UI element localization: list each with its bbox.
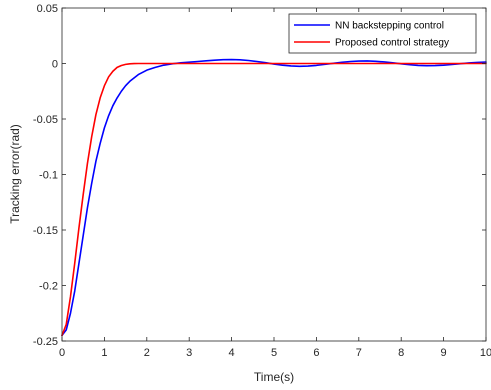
x-tick-label: 8 — [398, 347, 404, 359]
x-tick-label: 7 — [356, 347, 362, 359]
x-tick-label: 3 — [186, 347, 192, 359]
x-tick-label: 1 — [101, 347, 107, 359]
x-tick-label: 4 — [229, 347, 235, 359]
series-line-1 — [61, 62, 487, 337]
y-tick-label: -0.15 — [33, 225, 58, 237]
series-layer — [61, 58, 487, 337]
y-tick-label: -0.05 — [33, 114, 58, 126]
legend-label-nn-backstepping: NN backstepping control — [335, 21, 444, 32]
y-tick-label: -0.2 — [39, 281, 58, 293]
legend: NN backstepping control Proposed control… — [288, 13, 477, 54]
y-tick-label: -0.1 — [39, 170, 58, 182]
x-axis: 0 1 2 3 4 5 6 7 8 9 10 — [59, 8, 491, 359]
legend-label-proposed: Proposed control strategy — [335, 38, 449, 49]
x-tick-label: 0 — [59, 347, 65, 359]
plot-background — [62, 8, 486, 341]
x-tick-label: 2 — [144, 347, 150, 359]
y-axis: 0.05 0 -0.05 -0.1 -0.15 -0.2 -0.25 — [33, 3, 486, 348]
y-tick-label: 0.05 — [37, 3, 58, 15]
y-tick-label: 0 — [52, 59, 58, 71]
x-tick-label: 10 — [480, 347, 491, 359]
x-tick-label: 6 — [313, 347, 319, 359]
y-tick-label: -0.25 — [33, 336, 58, 348]
y-axis-label: Tracking error(rad) — [8, 124, 22, 224]
x-tick-label: 5 — [271, 347, 277, 359]
legend-box — [288, 13, 477, 54]
x-axis-label: Time(s) — [254, 370, 294, 384]
x-tick-label: 9 — [441, 347, 447, 359]
